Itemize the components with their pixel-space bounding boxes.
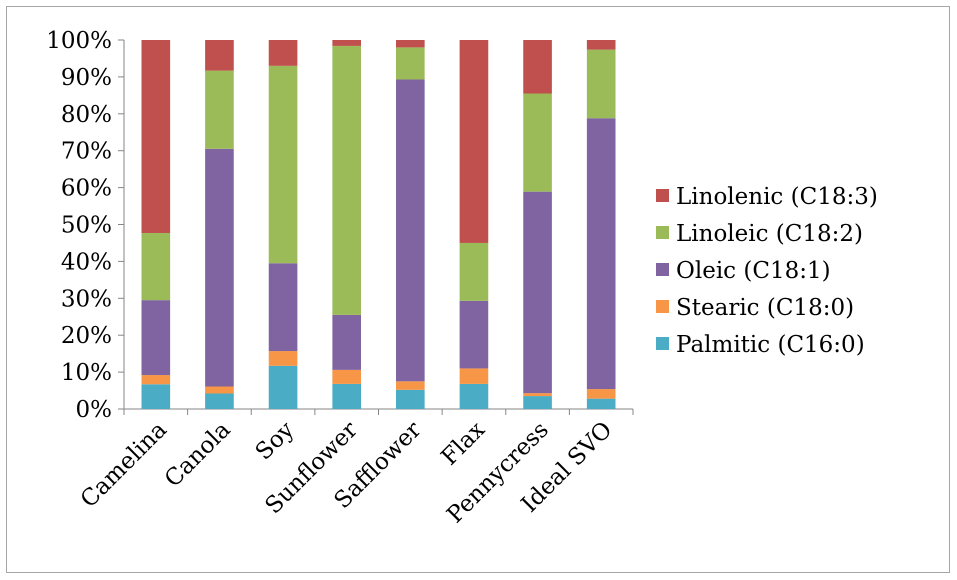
- x-category-label: Canola: [160, 417, 236, 493]
- legend-label: Linolenic (C18:3): [676, 184, 878, 210]
- bar-segment: [205, 148, 234, 387]
- y-tick-label: 40%: [61, 249, 112, 275]
- bar-segment: [141, 300, 171, 376]
- bar-segment: [268, 263, 298, 352]
- bar-segment: [459, 40, 489, 243]
- bar-segment: [459, 368, 489, 384]
- bar-segment: [459, 383, 489, 409]
- x-category-label: Flax: [436, 417, 490, 471]
- bar-segment: [205, 393, 234, 409]
- y-tick-label: 90%: [61, 65, 112, 91]
- bar-segment: [205, 70, 234, 149]
- bar-segment: [395, 79, 425, 382]
- bar-segment: [205, 386, 234, 394]
- bar-segment: [459, 242, 489, 301]
- bar-segment: [586, 40, 616, 50]
- legend-label: Stearic (C18:0): [676, 295, 854, 321]
- bar-segment: [395, 389, 425, 409]
- bar-segment: [586, 49, 616, 119]
- bar-segment: [395, 47, 425, 80]
- y-tick-label: 80%: [61, 102, 112, 128]
- y-tick-label: 20%: [61, 323, 112, 349]
- legend-swatch: [656, 189, 669, 202]
- bar-segment: [268, 365, 298, 409]
- y-tick-label: 30%: [61, 286, 112, 312]
- bar-segment: [523, 393, 552, 397]
- y-tick-label: 0%: [76, 397, 113, 423]
- bar-segment: [332, 369, 362, 384]
- y-tick-label: 70%: [61, 139, 112, 165]
- bar-segment: [332, 314, 362, 370]
- bar-segment: [268, 65, 298, 264]
- legend-label: Linoleic (C18:2): [676, 221, 863, 247]
- bar-segment: [523, 396, 552, 409]
- y-tick-label: 100%: [46, 28, 112, 54]
- bar-segment: [586, 389, 616, 399]
- x-category-label: Soy: [251, 417, 300, 466]
- bar-segment: [523, 40, 552, 94]
- bar-segment: [523, 191, 552, 394]
- bar-segment: [268, 351, 298, 366]
- legend-label: Palmitic (C16:0): [676, 332, 865, 358]
- bar-segment: [141, 384, 171, 409]
- legend-swatch: [656, 300, 669, 313]
- legend-swatch: [656, 226, 669, 239]
- bar-segment: [332, 40, 362, 46]
- y-tick-label: 60%: [61, 176, 112, 202]
- legend-label: Oleic (C18:1): [676, 258, 831, 284]
- bar-segment: [141, 40, 171, 233]
- bar-segment: [586, 118, 616, 390]
- bar-segment: [205, 40, 234, 71]
- y-tick-label: 50%: [61, 213, 112, 239]
- bar-segment: [141, 375, 171, 385]
- bar-segment: [395, 40, 425, 48]
- x-category-label: Camelina: [76, 417, 172, 513]
- bar-segment: [332, 383, 362, 409]
- bar-segment: [459, 300, 489, 369]
- y-tick-label: 10%: [61, 360, 112, 386]
- bar-segment: [332, 45, 362, 315]
- legend-swatch: [656, 337, 669, 350]
- bar-segment: [586, 398, 616, 409]
- bar-segment: [523, 93, 552, 192]
- bar-segment: [395, 381, 425, 390]
- legend-swatch: [656, 263, 669, 276]
- bar-segment: [141, 232, 171, 301]
- bar-segment: [268, 40, 298, 66]
